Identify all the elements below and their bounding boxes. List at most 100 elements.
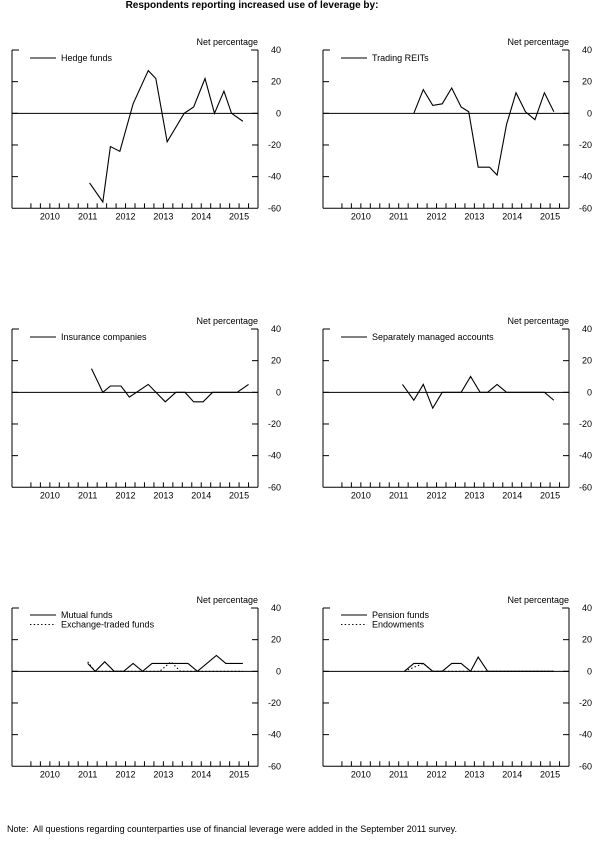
x-tick-label: 2014 [502, 769, 522, 779]
panel-insurance-companies: 40 20 0 -20 -40 -60 2010 2011 2012 2013 2014 2015 Ne… [11, 316, 281, 500]
net-percentage-label: Net percentage [196, 316, 258, 326]
y-tick-label: -20 [579, 698, 592, 708]
x-tick-label: 2011 [78, 490, 97, 500]
panel-pension-funds-endowments: 40 20 0 -20 -40 -60 2010 2011 2012 2013 2014 2015 Ne… [322, 595, 592, 779]
legend-label-exchange-traded-funds: Exchange-traded funds [61, 620, 155, 630]
y-tick-label: 40 [582, 45, 592, 55]
panel-hedge-funds: 40 20 0 -20 -40 -60 2010 2011 2012 2013 2014 2015 Ne… [11, 37, 281, 221]
x-tick-label: 2012 [116, 490, 136, 500]
y-tick-label: 20 [582, 356, 592, 366]
x-tick-label: 2015 [229, 769, 249, 779]
footnote: Note: All questions regarding counterpar… [7, 824, 457, 834]
y-tick-label: -20 [268, 140, 281, 150]
x-tick-label: 2013 [464, 211, 484, 221]
legend-label-pension-funds: Pension funds [372, 610, 430, 620]
y-tick-label: -20 [579, 419, 592, 429]
x-tick-label: 2011 [389, 211, 408, 221]
x-tick-label: 2010 [351, 490, 371, 500]
x-tick-label: 2010 [40, 211, 60, 221]
x-tick-label: 2012 [116, 769, 136, 779]
y-tick-label: 40 [271, 603, 281, 613]
net-percentage-label: Net percentage [196, 37, 258, 47]
y-tick-label: -40 [579, 730, 592, 740]
y-tick-label: -40 [579, 172, 592, 182]
x-tick-label: 2015 [229, 211, 249, 221]
x-tick-label: 2014 [502, 211, 522, 221]
x-tick-label: 2012 [116, 211, 136, 221]
net-percentage-label: Net percentage [196, 595, 258, 605]
y-tick-label: 20 [582, 635, 592, 645]
x-tick-label: 2014 [191, 769, 211, 779]
y-tick-label: -60 [268, 761, 281, 771]
x-tick-label: 2015 [540, 769, 560, 779]
y-tick-label: 0 [276, 666, 281, 676]
panel-mutual-funds-etf: 40 20 0 -20 -40 -60 2010 2011 2012 2013 2014 2015 Ne… [11, 595, 281, 779]
y-tick-label: 0 [587, 387, 592, 397]
x-tick-label: 2013 [464, 769, 484, 779]
x-tick-label: 2011 [389, 769, 408, 779]
y-tick-label: 20 [271, 356, 281, 366]
x-tick-label: 2010 [351, 769, 371, 779]
x-tick-label: 2011 [78, 211, 97, 221]
series-line-endowments [404, 662, 554, 672]
y-tick-label: -60 [268, 203, 281, 213]
y-tick-label: -20 [579, 140, 592, 150]
y-tick-label: 0 [587, 108, 592, 118]
series-line-mutual-funds [87, 654, 243, 673]
x-tick-label: 2010 [351, 211, 371, 221]
y-tick-label: 40 [271, 45, 281, 55]
legend-label-insurance-companies: Insurance companies [61, 332, 147, 342]
x-tick-label: 2011 [389, 490, 408, 500]
x-tick-label: 2015 [229, 490, 249, 500]
legend-label-separately-managed-accounts: Separately managed accounts [372, 332, 494, 342]
series-line-insurance-companies [90, 368, 249, 403]
y-tick-label: 40 [271, 324, 281, 334]
x-tick-label: 2011 [78, 769, 97, 779]
series-line-separately-managed-accounts [402, 375, 555, 410]
y-tick-label: 20 [582, 77, 592, 87]
legend-label-endowments: Endowments [372, 620, 425, 630]
y-tick-label: -60 [268, 482, 281, 492]
series-line-exchange-traded-funds [87, 661, 243, 672]
y-tick-label: -60 [579, 203, 592, 213]
x-tick-label: 2010 [40, 769, 60, 779]
x-tick-label: 2012 [427, 211, 447, 221]
y-tick-label: -20 [268, 698, 281, 708]
x-tick-label: 2012 [427, 769, 447, 779]
x-tick-label: 2010 [40, 490, 60, 500]
x-tick-label: 2013 [464, 490, 484, 500]
y-tick-label: 40 [582, 324, 592, 334]
legend-label-mutual-funds: Mutual funds [61, 610, 113, 620]
x-tick-label: 2015 [540, 211, 560, 221]
legend-label-trading-reits: Trading REITs [372, 53, 429, 63]
y-tick-label: -40 [268, 451, 281, 461]
y-tick-label: -40 [579, 451, 592, 461]
y-tick-label: 20 [271, 77, 281, 87]
x-tick-label: 2012 [427, 490, 447, 500]
panel-separately-managed-accounts: 40 20 0 -20 -40 -60 2010 2011 2012 2013 2014 2015 Ne… [322, 316, 592, 500]
x-tick-label: 2013 [153, 769, 173, 779]
y-tick-label: -40 [268, 730, 281, 740]
x-tick-label: 2013 [153, 211, 173, 221]
net-percentage-label: Net percentage [507, 595, 569, 605]
panel-trading-reits: 40 20 0 -20 -40 -60 2010 2011 2012 2013 2014 2015 Ne… [322, 37, 592, 221]
x-tick-label: 2013 [153, 490, 173, 500]
series-line-hedge-funds [89, 69, 244, 204]
y-tick-label: 0 [276, 387, 281, 397]
series-line-pension-funds [404, 655, 554, 673]
x-tick-label: 2014 [502, 490, 522, 500]
net-percentage-label: Net percentage [507, 37, 569, 47]
x-tick-label: 2014 [191, 490, 211, 500]
y-tick-label: 0 [276, 108, 281, 118]
figure-title: Respondents reporting increased use of l… [125, 0, 379, 11]
y-tick-label: -60 [579, 482, 592, 492]
y-tick-label: 0 [587, 666, 592, 676]
series-line-trading-reits [413, 86, 555, 177]
y-tick-label: -60 [579, 761, 592, 771]
net-percentage-label: Net percentage [507, 316, 569, 326]
y-tick-label: -40 [268, 172, 281, 182]
x-tick-label: 2015 [540, 490, 560, 500]
y-tick-label: 40 [582, 603, 592, 613]
y-tick-label: -20 [268, 419, 281, 429]
